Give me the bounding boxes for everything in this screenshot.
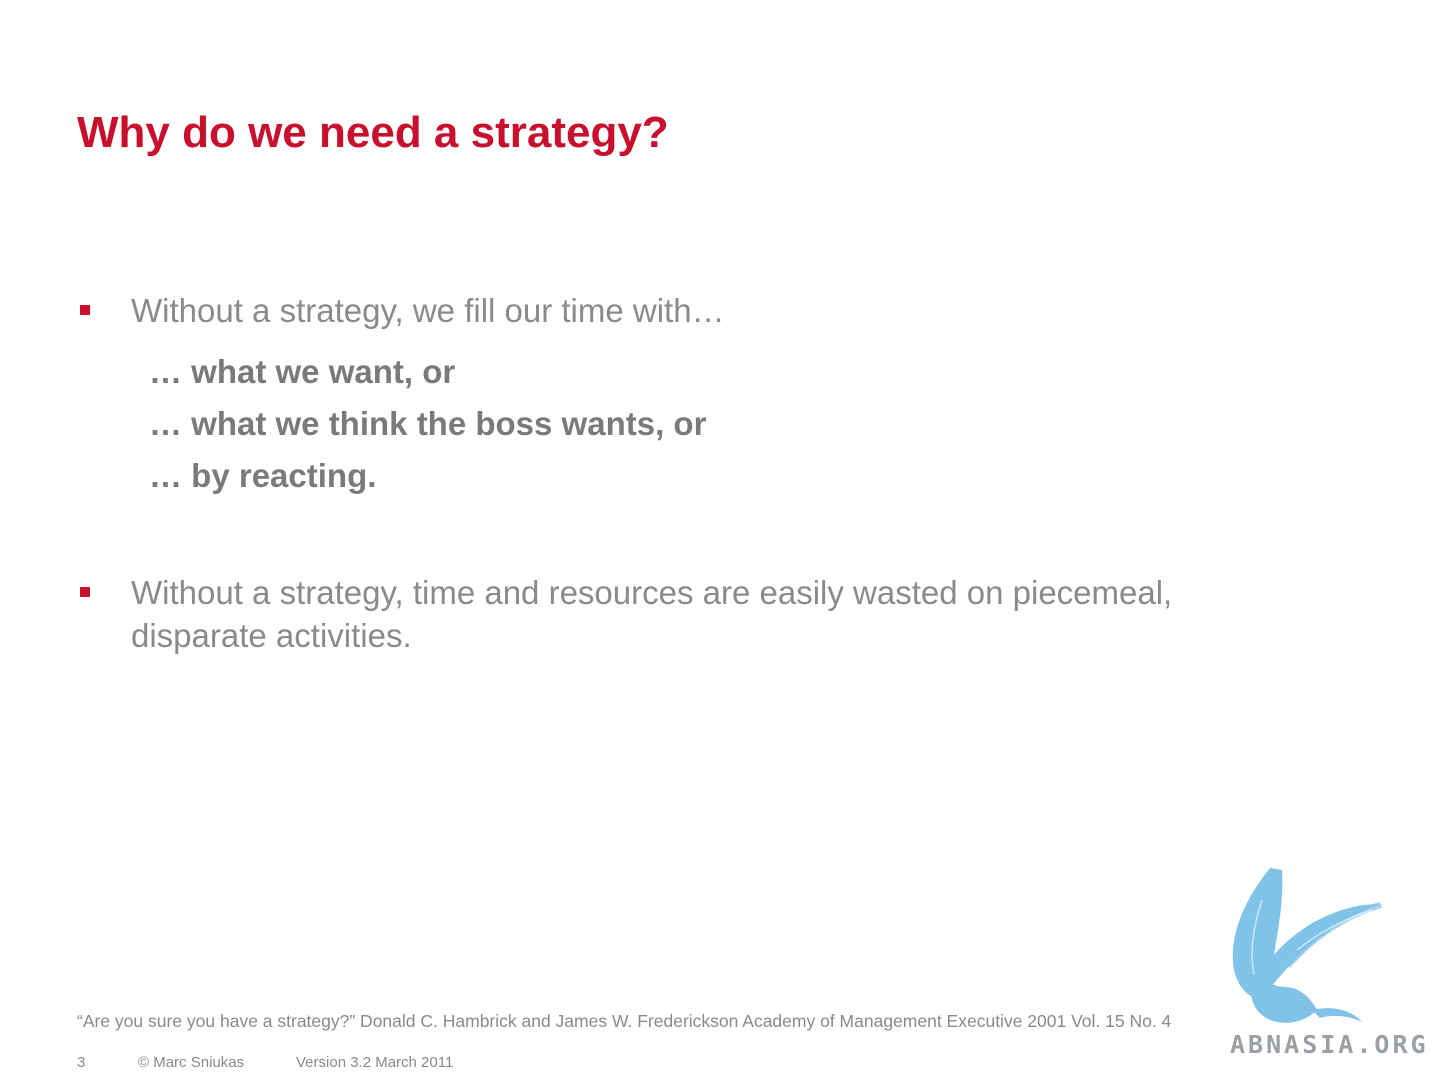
subitem-3: … by reacting. — [149, 457, 377, 494]
watermark-text: ABNASIA.ORG — [1230, 1030, 1429, 1059]
bullet-marker-2 — [80, 587, 90, 597]
bullet-marker-1 — [80, 305, 90, 315]
subitem-2: … what we think the boss wants, or — [149, 405, 707, 442]
citation: “Are you sure you have a strategy?” Dona… — [77, 1011, 1172, 1031]
subitem-1: … what we want, or — [149, 353, 456, 390]
bullet-text-1: Without a strategy, we fill our time wit… — [131, 292, 725, 329]
footer-copyright: © Marc Sniukas — [138, 1054, 245, 1071]
slide-title: Why do we need a strategy? — [77, 108, 669, 157]
griffin-logo-icon — [1232, 868, 1382, 1023]
footer-version: Version 3.2 March 2011 — [296, 1054, 454, 1071]
bullet-text-2: Without a strategy, time and resources a… — [131, 574, 1173, 654]
page-number: 3 — [77, 1054, 86, 1071]
